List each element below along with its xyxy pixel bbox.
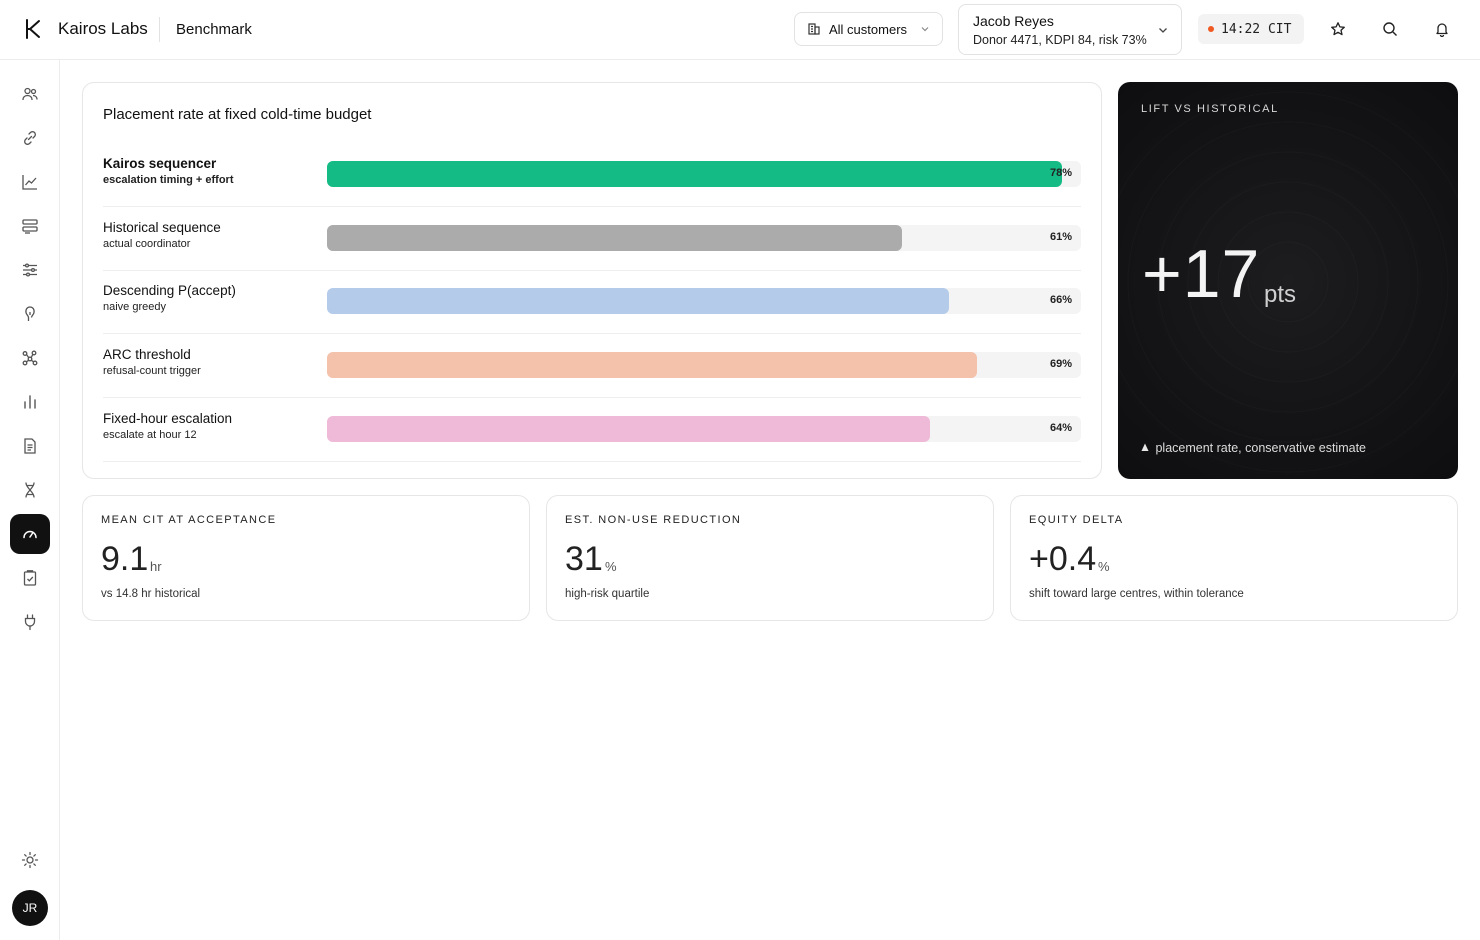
lift-footnote-text: placement rate, conservative estimate (1155, 441, 1367, 455)
dna-icon[interactable] (10, 470, 50, 510)
donor-selector[interactable]: Jacob Reyes Donor 4471, KDPI 84, risk 73… (958, 4, 1182, 55)
bar-label: Descending P(accept) (103, 283, 236, 299)
bar-row[interactable]: Kairos sequencer escalation timing + effo… (103, 143, 1081, 207)
bar-value-label: 61% (1049, 230, 1072, 243)
brand-name[interactable]: Kairos Labs (58, 19, 148, 38)
sun-icon[interactable] (10, 840, 50, 880)
bar-row[interactable]: Historical sequence actual coordinator 61% (103, 207, 1081, 271)
bar-track: 78% (327, 161, 1081, 187)
star-icon[interactable] (1328, 19, 1348, 39)
stat-value: +0.4 (1029, 540, 1097, 578)
bar-track: 69% (327, 352, 1081, 379)
gauge-icon[interactable] (10, 514, 50, 554)
bar-fill (327, 352, 977, 379)
stat-subtitle: shift toward large centres, within toler… (1029, 588, 1244, 600)
stat-unit: % (1098, 559, 1110, 574)
bar-row[interactable]: Descending P(accept) naive greedy 66% (103, 270, 1081, 335)
stat-subtitle: vs 14.8 hr historical (101, 588, 201, 600)
bar-label: Kairos sequencer (103, 156, 217, 171)
bar-track: 64% (327, 415, 1081, 442)
lift-unit: pts (1264, 281, 1297, 308)
bar-track: 66% (327, 288, 1081, 315)
bar-label: ARC threshold (103, 347, 191, 363)
bar-row[interactable]: ARC threshold refusal-count trigger 69% (103, 334, 1081, 399)
customer-filter-label: All customers (829, 21, 908, 37)
stat-title: EST. NON-USE REDUCTION (565, 514, 742, 526)
people-icon[interactable] (10, 74, 50, 114)
link-icon[interactable] (10, 118, 50, 158)
top-bar: Kairos Labs Benchmark All customers Jaco… (0, 0, 1480, 60)
bar-sublabel: naive greedy (103, 301, 166, 314)
clock-badge: 14:22 CIT (1198, 14, 1304, 44)
bar-fill (327, 224, 902, 251)
placement-rate-card: Placement rate at fixed cold-time budget… (82, 82, 1102, 479)
bar-sublabel: refusal-count trigger (103, 365, 201, 378)
customer-filter-dropdown[interactable]: All customers (794, 12, 943, 46)
bar-value-label: 78% (1049, 167, 1072, 179)
bar-value-label: 64% (1049, 421, 1072, 434)
bar-fill (327, 288, 949, 315)
bar-label: Fixed-hour escalation (103, 410, 233, 426)
lift-value: +17 (1142, 236, 1261, 312)
stat-value: 9.1 (101, 540, 149, 578)
bar-sublabel: escalation timing + effort (103, 174, 234, 186)
clipboard-check-icon[interactable] (10, 558, 50, 598)
chart-title: Placement rate at fixed cold-time budget (103, 106, 372, 123)
stat-card-non-use-reduction: EST. NON-USE REDUCTION 31 % high-risk qu… (546, 495, 994, 621)
bar-row[interactable]: Fixed-hour escalation escalate at hour 12… (103, 398, 1081, 462)
header-divider (159, 17, 160, 42)
line-chart-icon[interactable] (10, 162, 50, 202)
stat-title: MEAN CIT AT ACCEPTANCE (101, 514, 277, 526)
user-avatar[interactable]: JR (12, 890, 48, 926)
kairos-logo-icon[interactable] (22, 18, 44, 40)
bar-fill (327, 415, 930, 442)
stat-value: 31 (565, 540, 603, 578)
bar-label: Historical sequence (103, 219, 221, 235)
layers-icon[interactable] (10, 206, 50, 246)
lift-footnote: placement rate, conservative estimate (1141, 441, 1366, 455)
stat-subtitle: high-risk quartile (565, 588, 650, 600)
bar-sublabel: escalate at hour 12 (103, 428, 197, 441)
bar-sublabel: actual coordinator (103, 237, 191, 250)
bar-fill (327, 161, 1062, 187)
stat-unit: % (605, 559, 617, 574)
sliders-icon[interactable] (10, 250, 50, 290)
chevron-down-icon (920, 24, 930, 34)
kidney-icon[interactable] (10, 294, 50, 334)
bar-value-label: 66% (1049, 294, 1072, 307)
page-title: Benchmark (176, 21, 252, 38)
bell-icon[interactable] (1432, 19, 1452, 39)
status-dot (1208, 26, 1214, 32)
stat-card-equity-delta: EQUITY DELTA +0.4 % shift toward large c… (1010, 495, 1458, 621)
lift-title: LIFT VS HISTORICAL (1141, 103, 1279, 115)
clock-time: 14:22 CIT (1221, 21, 1292, 37)
donor-name: Jacob Reyes (973, 13, 1054, 29)
search-icon[interactable] (1380, 19, 1400, 39)
triangle-up-icon (1141, 443, 1149, 451)
stat-unit: hr (150, 559, 162, 574)
bar-chart-icon[interactable] (10, 382, 50, 422)
donor-info: Donor 4471, KDPI 84, risk 73% (973, 33, 1147, 47)
graph-icon[interactable] (10, 338, 50, 378)
building-icon (807, 22, 821, 36)
plug-icon[interactable] (10, 602, 50, 642)
stat-card-mean-cit: MEAN CIT AT ACCEPTANCE 9.1 hr vs 14.8 hr… (82, 495, 530, 621)
stat-title: EQUITY DELTA (1029, 514, 1124, 526)
lift-card: LIFT VS HISTORICAL +17 pts placement rat… (1118, 82, 1458, 479)
document-icon[interactable] (10, 426, 50, 466)
bar-value-label: 69% (1049, 358, 1072, 371)
sidebar: JR (0, 60, 60, 940)
chevron-down-icon (1157, 24, 1169, 36)
bar-track: 61% (327, 224, 1081, 251)
